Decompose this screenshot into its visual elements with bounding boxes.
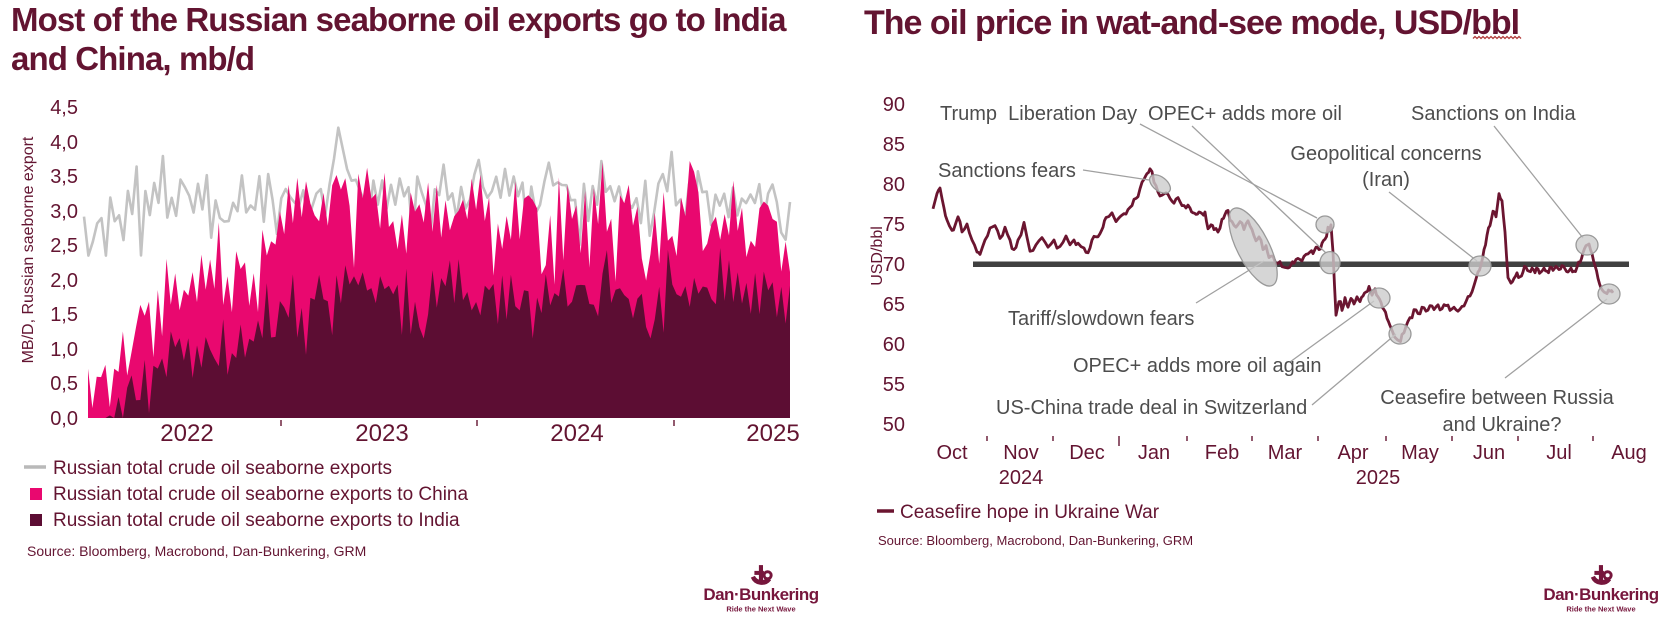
svg-text:60: 60	[883, 334, 905, 356]
svg-text:Tariff/slowdown fears: Tariff/slowdown fears	[1008, 308, 1194, 330]
svg-text:3,5: 3,5	[50, 166, 78, 188]
svg-text:3,0: 3,0	[50, 201, 78, 223]
svg-text:Feb: Feb	[1205, 442, 1239, 464]
svg-text:2025: 2025	[746, 420, 799, 447]
svg-text:80: 80	[883, 174, 905, 196]
svg-text:0,0: 0,0	[50, 408, 78, 430]
svg-text:50: 50	[883, 414, 905, 436]
svg-text:2,5: 2,5	[50, 235, 78, 257]
svg-text:The oil price in wat-and-see m: The oil price in wat-and-see mode, USD/b…	[864, 4, 1519, 42]
svg-text:Geopolitical concerns: Geopolitical concerns	[1290, 143, 1481, 165]
svg-text:90: 90	[883, 94, 905, 116]
svg-text:2024: 2024	[550, 420, 603, 447]
svg-text:(Iran): (Iran)	[1362, 169, 1410, 191]
svg-text:Source: Bloomberg, Macrobond,: Source: Bloomberg, Macrobond, Dan-Bunker…	[878, 533, 1193, 548]
svg-text:70: 70	[883, 254, 905, 276]
svg-text:2022: 2022	[160, 420, 213, 447]
svg-text:2,0: 2,0	[50, 270, 78, 292]
svg-text:Jan: Jan	[1138, 442, 1170, 464]
svg-text:0,5: 0,5	[50, 373, 78, 395]
svg-text:Apr: Apr	[1337, 442, 1368, 464]
svg-text:1,0: 1,0	[50, 339, 78, 361]
svg-text:2024: 2024	[999, 467, 1044, 489]
svg-text:4,5: 4,5	[50, 97, 78, 119]
svg-text:65: 65	[883, 294, 905, 316]
svg-text:Source: Bloomberg, Macrobond,: Source: Bloomberg, Macrobond, Dan-Bunker…	[27, 543, 366, 559]
svg-text:USD/bbl: USD/bbl	[869, 226, 886, 286]
svg-text:Dan·Bunkering: Dan·Bunkering	[703, 585, 818, 604]
svg-text:75: 75	[883, 214, 905, 236]
svg-text:OPEC+ adds more oil: OPEC+ adds more oil	[1148, 103, 1342, 125]
svg-text:Trump Liberation Day: Trump Liberation Day	[940, 103, 1137, 125]
svg-text:Russian total crude oil seabor: Russian total crude oil seaborne exports	[53, 458, 392, 479]
svg-text:Nov: Nov	[1003, 442, 1039, 464]
svg-text:Sanctions fears: Sanctions fears	[938, 160, 1076, 182]
svg-text:May: May	[1401, 442, 1439, 464]
svg-text:and China, mb/d: and China, mb/d	[11, 40, 254, 77]
svg-text:Dan·Bunkering: Dan·Bunkering	[1543, 585, 1658, 604]
svg-text:Sanctions on India: Sanctions on India	[1411, 103, 1576, 125]
svg-text:Ride the Next Wave: Ride the Next Wave	[726, 605, 795, 614]
svg-text:Ride the Next Wave: Ride the Next Wave	[1566, 605, 1635, 614]
svg-text:4,0: 4,0	[50, 132, 78, 154]
svg-text:Jul: Jul	[1546, 442, 1572, 464]
svg-text:US-China trade deal in Switzer: US-China trade deal in Switzerland	[996, 397, 1307, 419]
svg-text:and Ukraine?: and Ukraine?	[1443, 414, 1562, 436]
svg-text:1,5: 1,5	[50, 304, 78, 326]
svg-text:OPEC+ adds more oil again: OPEC+ adds more oil again	[1073, 355, 1321, 377]
svg-text:2023: 2023	[355, 420, 408, 447]
svg-text:Russian total crude oil seabor: Russian total crude oil seaborne exports…	[53, 510, 460, 531]
svg-text:2025: 2025	[1356, 467, 1401, 489]
svg-text:Dec: Dec	[1069, 442, 1105, 464]
svg-text:Mar: Mar	[1268, 442, 1303, 464]
svg-text:55: 55	[883, 374, 905, 396]
svg-text:Jun: Jun	[1473, 442, 1505, 464]
svg-text:Ceasefire hope in Ukraine War: Ceasefire hope in Ukraine War	[900, 502, 1160, 523]
svg-text:MB/D, Russian saeborne export: MB/D, Russian saeborne export	[20, 136, 37, 363]
svg-text:Aug: Aug	[1611, 442, 1647, 464]
svg-text:Oct: Oct	[936, 442, 968, 464]
svg-text:Russian total crude oil seabor: Russian total crude oil seaborne exports…	[53, 484, 469, 505]
svg-text:Most of the Russian seaborne o: Most of the Russian seaborne oil exports…	[11, 1, 787, 38]
svg-text:85: 85	[883, 134, 905, 156]
svg-text:Ceasefire between Russia: Ceasefire between Russia	[1380, 387, 1614, 409]
